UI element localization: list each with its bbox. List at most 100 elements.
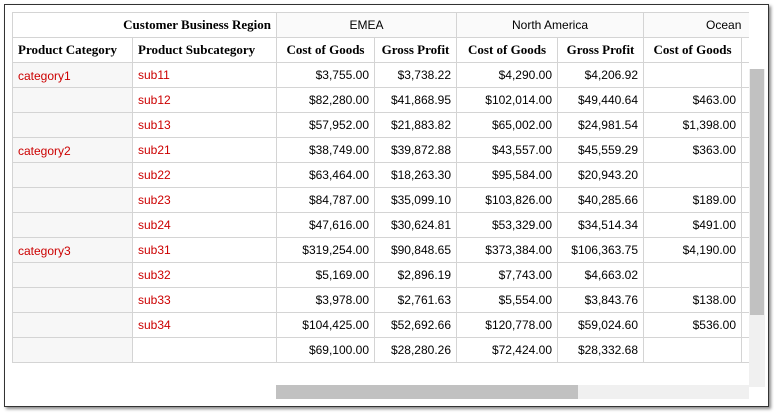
category-cell xyxy=(12,262,133,288)
subcategory-cell[interactable]: sub21 xyxy=(132,137,277,163)
product-category-header[interactable]: Product Category xyxy=(12,37,133,63)
region-header-north-america[interactable]: North America xyxy=(456,12,645,38)
value-cell: $3,843.76 xyxy=(557,287,645,313)
value-cell-cut xyxy=(741,212,749,238)
value-cell: $28,280.26 xyxy=(373,337,458,363)
measure-header[interactable]: Cost of Goods xyxy=(456,37,559,63)
value-cell: $35,099.10 xyxy=(373,187,458,213)
table-row: category2 sub21 $38,749.00 $39,872.88 $43,55… xyxy=(12,137,749,163)
subcategory-cell[interactable]: sub11 xyxy=(132,62,277,88)
value-cell: $41,868.95 xyxy=(373,87,458,113)
region-header-ocean[interactable]: Ocean xyxy=(643,12,749,38)
subcategory-cell[interactable]: sub33 xyxy=(132,287,277,313)
measure-header-cut xyxy=(741,37,749,63)
value-cell: $2,761.63 xyxy=(373,287,458,313)
subcategory-cell[interactable]: sub32 xyxy=(132,262,277,288)
table-row: sub33 $3,978.00 $2,761.63 $5,554.00 $3,843.7… xyxy=(12,287,749,313)
value-cell: $30,624.81 xyxy=(373,212,458,238)
table-row: sub34 $104,425.00 $52,692.66 $120,778.00 $59… xyxy=(12,312,749,338)
category-cell xyxy=(12,312,133,338)
value-cell: $40,285.66 xyxy=(557,187,645,213)
value-cell: $49,440.64 xyxy=(557,87,645,113)
subcategory-cell[interactable]: sub24 xyxy=(132,212,277,238)
table-row: sub12 $82,280.00 $41,868.95 $102,014.00 $49,… xyxy=(12,87,749,113)
subcategory-cell[interactable]: sub34 xyxy=(132,312,277,338)
value-cell-cut xyxy=(741,162,749,188)
value-cell: $69,100.00 xyxy=(276,337,375,363)
category-cell[interactable]: category3 xyxy=(12,237,133,263)
pivot-table-panel: Customer Business Region EMEA North Amer… xyxy=(4,4,769,407)
value-cell: $20,943.20 xyxy=(557,162,645,188)
subcategory-cell[interactable]: sub22 xyxy=(132,162,277,188)
value-cell: $95,584.00 xyxy=(456,162,559,188)
category-cell xyxy=(12,162,133,188)
value-cell: $24,981.54 xyxy=(557,112,645,138)
product-subcategory-header[interactable]: Product Subcategory xyxy=(132,37,277,63)
value-cell: $189.00 xyxy=(643,187,743,213)
pivot-body: category1 sub11 $3,755.00 $3,738.22 $4,290.0… xyxy=(12,62,749,363)
value-cell: $38,749.00 xyxy=(276,137,375,163)
horizontal-scroll-thumb[interactable] xyxy=(276,385,578,399)
value-cell: $138.00 xyxy=(643,287,743,313)
value-cell: $103,826.00 xyxy=(456,187,559,213)
value-cell: $72,424.00 xyxy=(456,337,559,363)
value-cell: $84,787.00 xyxy=(276,187,375,213)
value-cell: $3,755.00 xyxy=(276,62,375,88)
value-cell: $120,778.00 xyxy=(456,312,559,338)
value-cell-cut xyxy=(741,112,749,138)
subcategory-cell xyxy=(132,337,277,363)
vertical-scrollbar[interactable] xyxy=(749,69,765,387)
value-cell: $102,014.00 xyxy=(456,87,559,113)
horizontal-scrollbar[interactable] xyxy=(276,385,749,399)
category-cell[interactable]: category2 xyxy=(12,137,133,163)
value-cell: $2,896.19 xyxy=(373,262,458,288)
region-header-emea[interactable]: EMEA xyxy=(275,12,458,38)
value-cell xyxy=(643,337,743,363)
value-cell xyxy=(643,262,743,288)
category-cell xyxy=(12,337,133,363)
subcategory-cell[interactable]: sub12 xyxy=(132,87,277,113)
measure-header[interactable]: Gross Profit xyxy=(557,37,645,63)
subcategory-cell[interactable]: sub23 xyxy=(132,187,277,213)
vertical-scroll-thumb[interactable] xyxy=(750,69,764,315)
measure-header-row: Product Category Product Subcategory Cos… xyxy=(12,37,749,63)
category-cell xyxy=(12,87,133,113)
value-cell: $363.00 xyxy=(643,137,743,163)
value-cell: $43,557.00 xyxy=(456,137,559,163)
value-cell: $3,978.00 xyxy=(276,287,375,313)
value-cell: $59,024.60 xyxy=(557,312,645,338)
region-dimension-label[interactable]: Customer Business Region xyxy=(12,12,277,38)
value-cell: $463.00 xyxy=(643,87,743,113)
category-cell xyxy=(12,287,133,313)
value-cell: $63,464.00 xyxy=(276,162,375,188)
value-cell: $4,206.92 xyxy=(557,62,645,88)
table-row: sub32 $5,169.00 $2,896.19 $7,743.00 $4,663.0… xyxy=(12,262,749,288)
category-cell[interactable]: category1 xyxy=(12,62,133,88)
region-header-row: Customer Business Region EMEA North Amer… xyxy=(12,12,749,38)
table-row: $69,100.00 $28,280.26 $72,424.00 $28,332.68 xyxy=(12,337,749,363)
value-cell-cut xyxy=(741,62,749,88)
value-cell-cut xyxy=(741,187,749,213)
value-cell: $28,332.68 xyxy=(557,337,645,363)
value-cell: $3,738.22 xyxy=(373,62,458,88)
measure-header[interactable]: Cost of Goods xyxy=(643,37,743,63)
measure-header[interactable]: Cost of Goods xyxy=(276,37,375,63)
measure-header[interactable]: Gross Profit xyxy=(373,37,458,63)
value-cell: $4,663.02 xyxy=(557,262,645,288)
value-cell: $45,559.29 xyxy=(557,137,645,163)
subcategory-cell[interactable]: sub13 xyxy=(132,112,277,138)
value-cell-cut xyxy=(741,287,749,313)
subcategory-cell[interactable]: sub31 xyxy=(132,237,277,263)
value-cell: $319,254.00 xyxy=(276,237,375,263)
value-cell xyxy=(643,162,743,188)
value-cell-cut xyxy=(741,262,749,288)
table-row: sub22 $63,464.00 $18,263.30 $95,584.00 $20,9… xyxy=(12,162,749,188)
value-cell-cut xyxy=(741,237,749,263)
value-cell: $536.00 xyxy=(643,312,743,338)
category-cell xyxy=(12,187,133,213)
value-cell: $57,952.00 xyxy=(276,112,375,138)
value-cell: $65,002.00 xyxy=(456,112,559,138)
value-cell-cut xyxy=(741,312,749,338)
value-cell: $18,263.30 xyxy=(373,162,458,188)
category-cell xyxy=(12,112,133,138)
